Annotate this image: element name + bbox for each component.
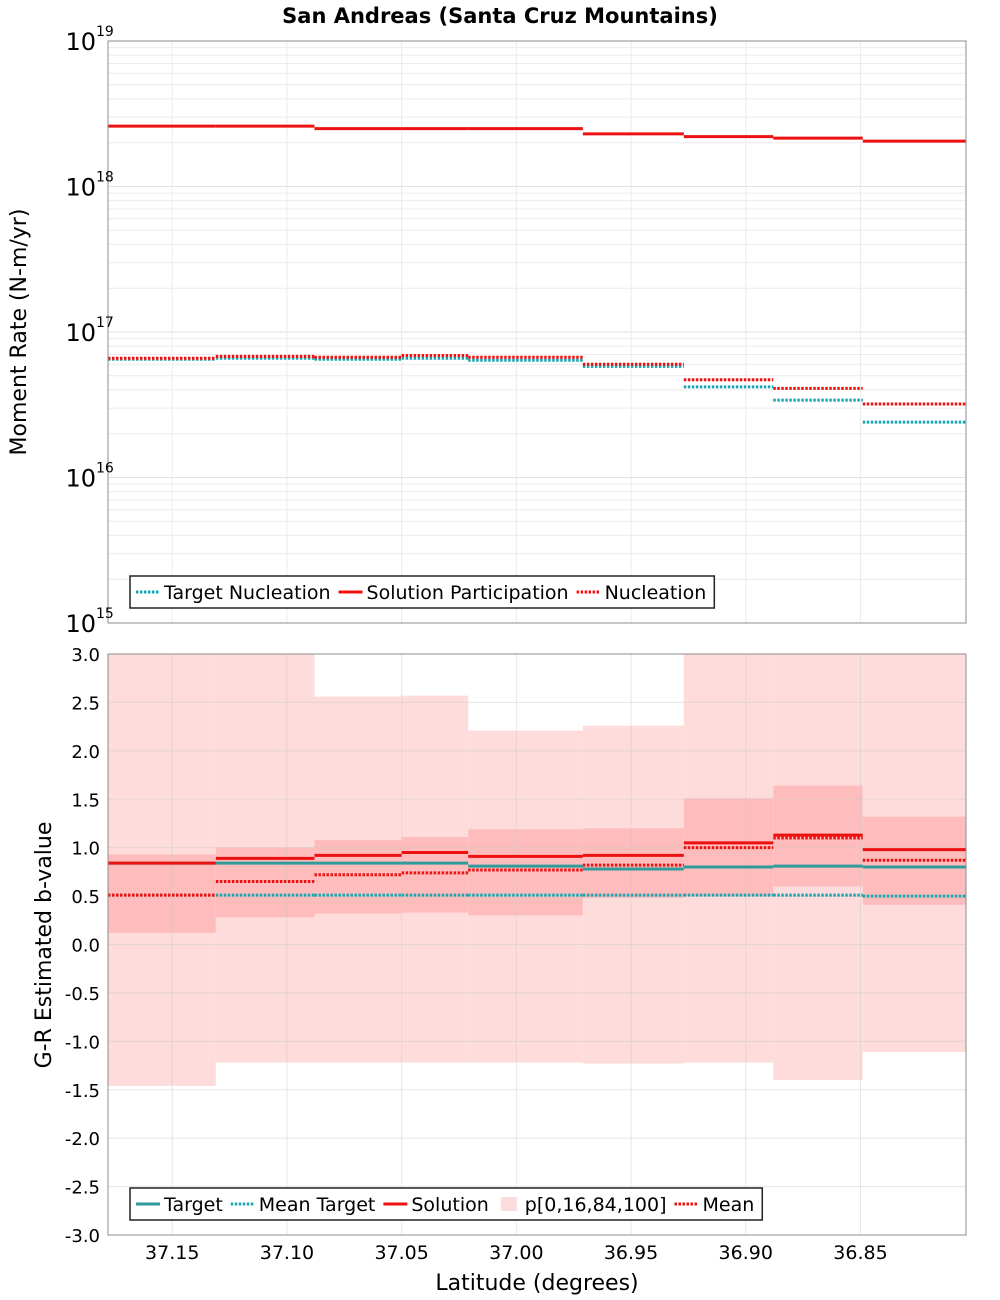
series-mean-target xyxy=(108,893,966,898)
legend-label: Target xyxy=(163,1194,223,1216)
b-value-series xyxy=(108,833,966,898)
y-tick-label: -2.0 xyxy=(65,1129,100,1150)
tick-base: 10 xyxy=(65,28,96,56)
y-tick-label: 0.0 xyxy=(71,936,100,957)
x-tick-label: 36.85 xyxy=(833,1242,887,1264)
y-tick-label: -1.5 xyxy=(65,1081,100,1102)
y-tick-label: 10 18 xyxy=(65,170,113,202)
b-value-legend: Target Mean Target Solution p[0,16,84,100] M… xyxy=(129,1187,764,1221)
x-tick-label: 37.15 xyxy=(145,1242,199,1264)
b-value-panel: 3.0 2.5 2.0 1.5 1.0 0.5 0.0 -0.5 -1.0 -1.5 -2.0 -2.… xyxy=(32,645,967,1296)
y-tick-label: -1.0 xyxy=(65,1032,100,1053)
y-tick-label: -3.0 xyxy=(65,1226,100,1247)
x-tick-label: 36.95 xyxy=(604,1242,658,1264)
x-axis-label: Latitude (degrees) xyxy=(435,1271,638,1296)
latitude-x-ticks: 37.15 37.10 37.05 37.00 36.95 36.90 36.85 xyxy=(145,1242,888,1264)
y-tick-label: 10 16 xyxy=(65,461,113,493)
y-tick-label: 10 17 xyxy=(65,315,113,347)
band-p16-p84 xyxy=(314,839,402,914)
tick-exponent: 18 xyxy=(96,170,114,186)
series-mean xyxy=(108,836,966,897)
y-tick-label: 10 19 xyxy=(65,24,113,56)
legend-item-solution-participation: Solution Participation xyxy=(338,582,569,604)
legend-item-nucleation: Nucleation xyxy=(576,582,707,604)
band-p16-p84 xyxy=(862,816,966,905)
moment-rate-y-axis-label: Moment Rate (N-m/yr) xyxy=(7,209,32,456)
x-tick-label: 37.05 xyxy=(374,1242,428,1264)
legend-label: Target Nucleation xyxy=(163,582,331,604)
y-tick-label: 1.5 xyxy=(71,790,100,811)
legend-label: p[0,16,84,100] xyxy=(525,1194,667,1216)
legend-item-target-nucleation: Target Nucleation xyxy=(136,582,331,604)
b-value-plot-frame xyxy=(107,653,967,1236)
legend-item-p-0-16-84-100: p[0,16,84,100] xyxy=(500,1194,667,1216)
y-tick-label: -0.5 xyxy=(65,984,100,1005)
legend-label: Mean xyxy=(703,1194,755,1216)
tick-base: 10 xyxy=(65,319,96,347)
y-tick-label: 2.0 xyxy=(71,742,100,763)
x-tick-label: 37.00 xyxy=(489,1242,543,1264)
x-tick-label: 36.90 xyxy=(719,1242,773,1264)
legend-label: Solution xyxy=(411,1194,488,1216)
tick-exponent: 17 xyxy=(96,315,114,331)
x-tick-label: 37.10 xyxy=(260,1242,314,1264)
band-p16-p84 xyxy=(401,837,469,913)
b-value-y-axis-label: G-R Estimated b-value xyxy=(32,822,57,1069)
chart-title: San Andreas (Santa Cruz Mountains) xyxy=(282,4,718,28)
legend-box xyxy=(129,575,716,609)
series-solution-participation xyxy=(108,124,966,143)
legend-item-mean: Mean xyxy=(674,1194,755,1216)
legend-item-target: Target xyxy=(136,1194,223,1216)
y-tick-label: 10 15 xyxy=(65,606,113,638)
legend-swatch xyxy=(500,1197,517,1211)
legend-item-mean-target: Mean Target xyxy=(230,1194,376,1216)
y-tick-label: 1.0 xyxy=(71,839,100,860)
tick-base: 10 xyxy=(65,610,96,638)
legend-label: Solution Participation xyxy=(367,582,569,604)
series-solution xyxy=(108,833,966,865)
y-tick-label: 2.5 xyxy=(71,693,100,714)
moment-rate-series xyxy=(108,124,966,424)
band-p16-p84 xyxy=(582,828,684,899)
y-tick-label: -2.5 xyxy=(65,1178,100,1199)
moment-rate-plot-frame xyxy=(107,40,967,624)
series-nucleation xyxy=(108,353,966,406)
legend-item-solution: Solution xyxy=(383,1194,489,1216)
b-value-y-ticks: 3.0 2.5 2.0 1.5 1.0 0.5 0.0 -0.5 -1.0 -1.5 -2.0 -2.… xyxy=(65,645,100,1247)
tick-exponent: 16 xyxy=(96,461,114,477)
band-p16-p84 xyxy=(468,829,583,916)
y-tick-label: 0.5 xyxy=(71,887,100,908)
tick-exponent: 15 xyxy=(96,606,114,622)
tick-exponent: 19 xyxy=(96,24,114,40)
legend-label: Nucleation xyxy=(605,582,707,604)
tick-base: 10 xyxy=(65,465,96,493)
y-tick-label: 3.0 xyxy=(71,645,100,666)
moment-rate-grid xyxy=(108,40,966,624)
legend-label: Mean Target xyxy=(259,1194,376,1216)
moment-rate-legend: Target Nucleation Solution Participation N… xyxy=(129,575,716,609)
tick-base: 10 xyxy=(65,174,96,202)
